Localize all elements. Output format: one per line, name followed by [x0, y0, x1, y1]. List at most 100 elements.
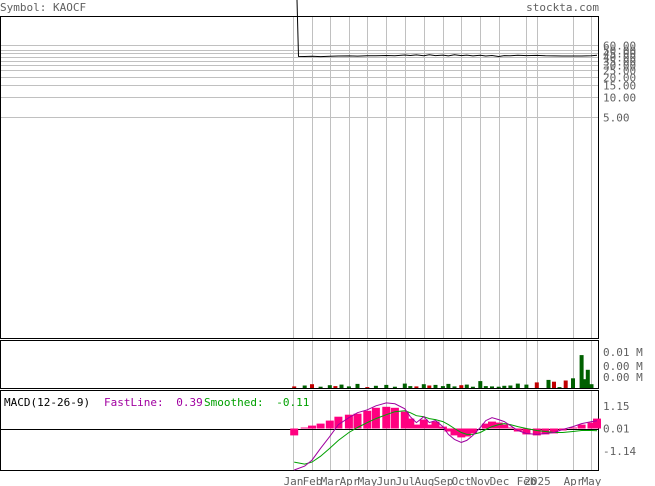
- x-tick-label: Dec: [490, 475, 510, 486]
- x-tick-label: Sep: [434, 475, 454, 486]
- volume-bar: [327, 385, 332, 388]
- vertical-grid: [293, 17, 592, 470]
- macd-histogram-bar: [532, 428, 541, 436]
- volume-bar: [579, 355, 584, 388]
- macd-histogram-bar: [316, 423, 325, 429]
- volume-bar: [490, 386, 494, 388]
- fastline-legend-label: FastLine:: [104, 396, 164, 409]
- macd-histogram-bar: [577, 424, 586, 429]
- x-tick-label: May: [358, 475, 378, 486]
- volume-bar: [365, 387, 370, 388]
- volume-tick-label: 0.00 M: [603, 371, 643, 384]
- symbol-label: Symbol: KAOCF: [0, 1, 86, 14]
- volume-bar: [515, 383, 520, 388]
- volume-bar: [546, 379, 551, 388]
- x-tick-label: Jan: [284, 475, 304, 486]
- volume-bar: [452, 386, 457, 388]
- macd-histogram-bar: [587, 422, 596, 429]
- price-tick-labels: 60.0050.0045.0040.0035.0030.0025.0020.00…: [603, 40, 636, 125]
- x-tick-label: Mar: [321, 475, 341, 486]
- volume-bar: [582, 379, 587, 388]
- volume-tick-label: 0.00 M: [603, 360, 643, 373]
- volume-bar: [292, 386, 297, 388]
- volume-bar: [302, 385, 307, 388]
- macd-histogram-bar: [363, 410, 372, 429]
- macd-histogram-bar: [425, 424, 434, 429]
- macd-histogram-bar: [344, 414, 353, 429]
- x-tick-label: Feb: [303, 475, 323, 486]
- price-panel-frame: [0, 16, 599, 339]
- macd-histogram-bar: [390, 407, 399, 429]
- volume-bar: [585, 369, 590, 388]
- volume-bar: [534, 382, 539, 388]
- volume-bar: [392, 386, 397, 388]
- volume-bar: [339, 384, 344, 388]
- macd-histogram-bar: [500, 424, 509, 429]
- volume-bar: [440, 386, 445, 388]
- fastline-legend-value: 0.39: [176, 396, 203, 409]
- macd-histogram-bar: [353, 413, 362, 429]
- x-tick-label: 2025: [524, 475, 551, 486]
- macd-tick-label: 1.15: [603, 400, 630, 413]
- volume-bar: [408, 386, 413, 388]
- macd-histogram-bar: [522, 428, 531, 435]
- macd-histogram-bar: [569, 427, 577, 429]
- x-tick-label: Jun: [377, 475, 397, 486]
- volume-bar: [333, 386, 338, 388]
- volume-panel-frame: [0, 340, 599, 389]
- macd-histogram-bar: [431, 421, 440, 429]
- volume-bar: [355, 383, 360, 388]
- price-tick-label: 35.00: [603, 56, 636, 69]
- volume-bar: [373, 385, 378, 388]
- macd-histogram-bar: [300, 427, 309, 429]
- smoothed-label: Smoothed: -0.11: [204, 396, 309, 409]
- price-tick-label: 60.00: [603, 40, 636, 53]
- macd-histogram-bar: [494, 422, 503, 429]
- macd-histogram-bar: [506, 427, 515, 429]
- macd-histogram-bar: [382, 406, 391, 429]
- macd-tick-label: -1.14: [603, 445, 636, 458]
- macd-panel-frame: [0, 390, 599, 471]
- x-tick-label: Apr: [564, 475, 584, 486]
- price-tick-label: 25.00: [603, 65, 636, 78]
- price-line: [296, 0, 598, 58]
- volume-bar: [483, 386, 488, 388]
- volume-bar: [524, 384, 529, 388]
- macd-histogram-bar: [400, 411, 409, 429]
- volume-bar: [589, 384, 594, 388]
- x-tick-label: Jul: [396, 475, 416, 486]
- price-tick-label: 50.00: [603, 45, 636, 58]
- macd-histogram-bar: [550, 428, 558, 434]
- macd-histogram-bar: [444, 428, 453, 432]
- x-tick-label: Aug: [415, 475, 435, 486]
- macd-histogram-bar: [462, 428, 471, 437]
- volume-bar: [459, 385, 464, 388]
- x-tick-label: Apr: [340, 475, 360, 486]
- macd-histogram-bar: [450, 428, 459, 436]
- macd-histogram-bar: [481, 423, 490, 429]
- macd-histogram-bar: [593, 418, 601, 429]
- macd-histogram-bar: [488, 421, 496, 429]
- volume-bar: [470, 386, 475, 388]
- macd-series: [1, 402, 601, 471]
- volume-bar: [346, 386, 351, 388]
- volume-bar: [464, 384, 469, 388]
- price-tick-label: 30.00: [603, 60, 636, 73]
- volume-bar: [446, 383, 451, 388]
- smoothed-legend-value: -0.11: [276, 396, 309, 409]
- volume-bar: [421, 384, 426, 388]
- x-tick-label: Nov: [471, 475, 491, 486]
- volume-bar: [502, 385, 507, 388]
- macd-histogram-bar: [334, 416, 343, 429]
- volume-bar: [571, 378, 575, 388]
- macd-title: MACD(12-26-9): [4, 396, 90, 409]
- price-tick-label: 40.00: [603, 52, 636, 65]
- macd-histogram-bar: [438, 426, 447, 429]
- macd-histogram-bar: [406, 418, 415, 429]
- macd-histogram-bar: [290, 428, 299, 436]
- volume-bar: [552, 381, 556, 388]
- volume-tick-labels: 0.01 M0.00 M0.00 M: [603, 346, 643, 384]
- volume-bar: [318, 386, 323, 388]
- macd-smoothed-line: [294, 410, 598, 465]
